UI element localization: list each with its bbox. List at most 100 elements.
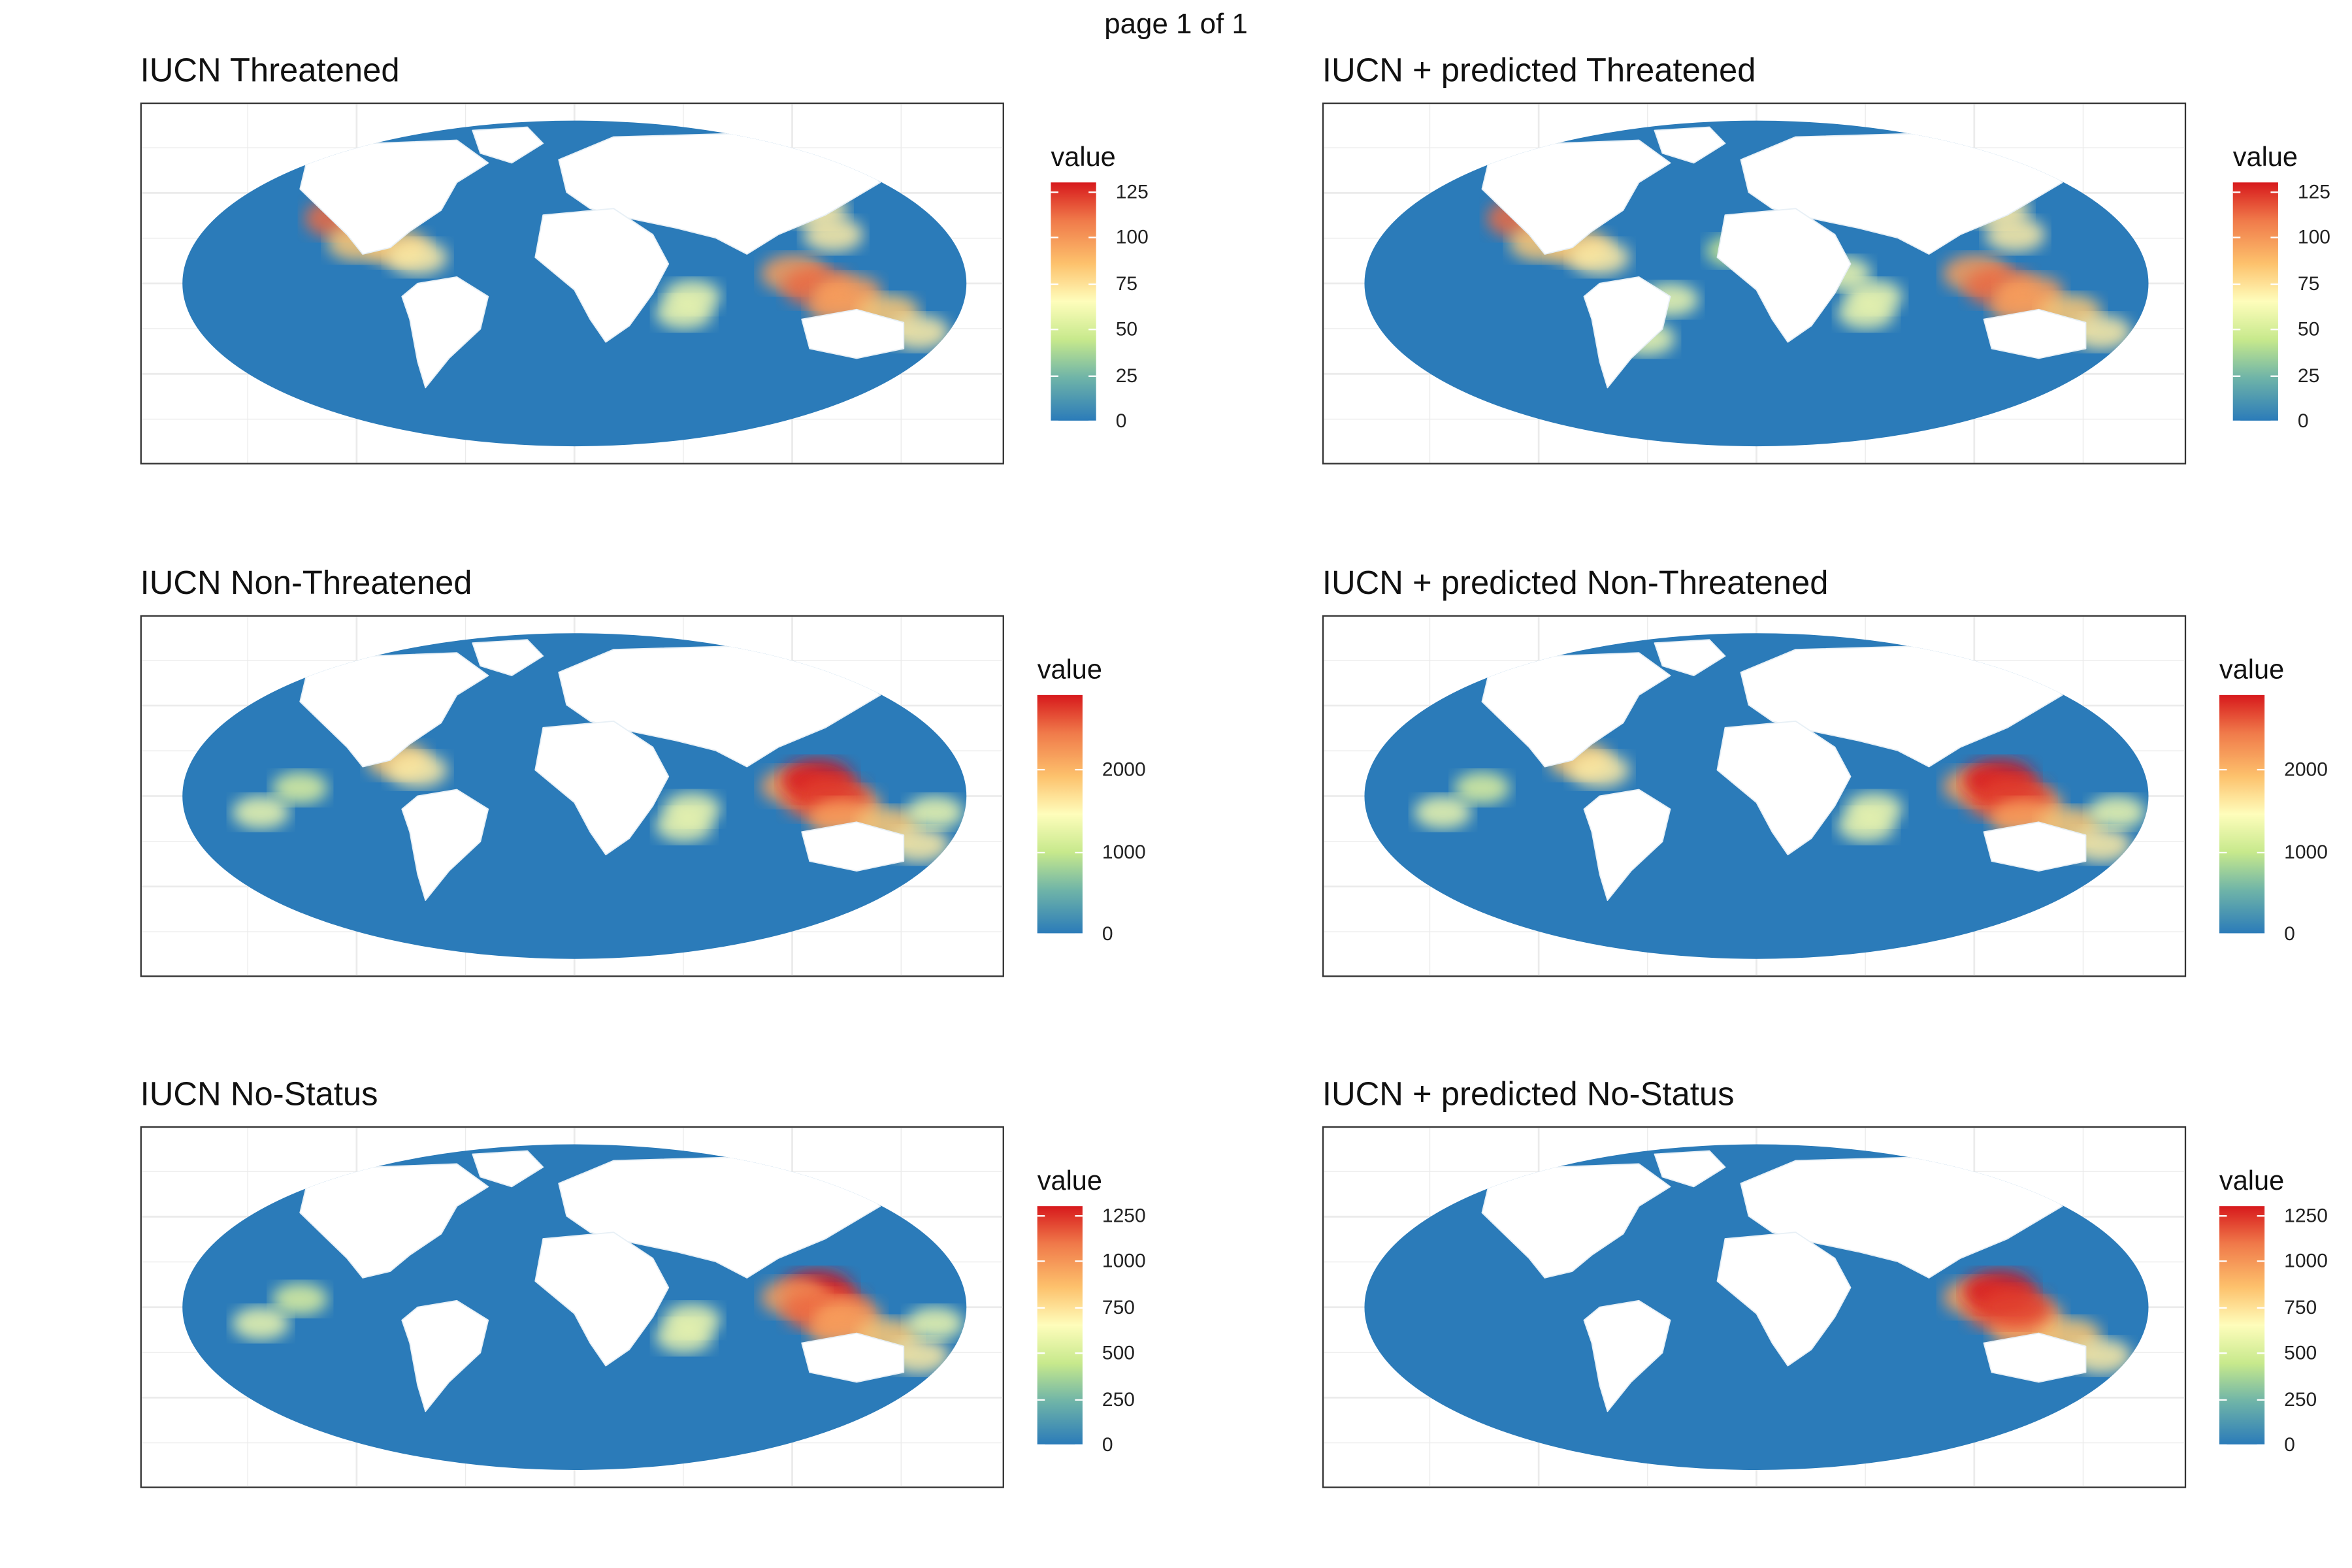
colorbar: [2219, 694, 2265, 934]
y-tick-mark: [1322, 284, 1324, 285]
colorbar: [2219, 1206, 2265, 1445]
legend-tick-mark: [1088, 283, 1096, 285]
landmass-north-america: [299, 139, 489, 255]
x-tick-mark: [1974, 1486, 1976, 1488]
x-tick-mark: [1974, 463, 1976, 464]
landmass-north-america: [1481, 1163, 1671, 1279]
panel-title: IUCN No-Status: [140, 1075, 378, 1113]
legend-tick-mark: [2257, 933, 2265, 935]
legend-tick-label: 750: [1102, 1296, 1135, 1318]
color-legend: value 1250 1000 750 500 250 0: [1037, 1165, 1146, 1456]
hotspot-pacific-islands: [906, 796, 964, 829]
legend-tick-label: 250: [1102, 1387, 1135, 1410]
legend-tick-mark: [2270, 191, 2278, 193]
legend-tick-mark: [2257, 1261, 2265, 1263]
y-tick-mark: [1322, 796, 1324, 797]
hotspot-pacific-islands: [272, 1282, 328, 1316]
panel-title: IUCN + predicted Non-Threatened: [1322, 564, 1829, 602]
y-tick-mark: [141, 796, 142, 798]
legend-tick-mark: [2232, 329, 2241, 331]
y-tick-mark: [1322, 887, 1324, 888]
landmass-south-america: [1583, 1299, 1671, 1413]
legend-tick-label: 25: [2297, 363, 2320, 387]
panel-title: IUCN + predicted No-Status: [1322, 1075, 1735, 1113]
x-tick-mark: [356, 975, 359, 976]
hotspot-coral-triangle: [1980, 1286, 2051, 1328]
landmass-australia: [801, 308, 905, 359]
color-legend: value 2000 1000 0: [2219, 655, 2328, 945]
x-tick-mark: [357, 1486, 358, 1488]
hotspot-caribbean: [1569, 752, 1630, 788]
legend-tick-label: 0: [2297, 409, 2309, 433]
hotspot-east-asia-coast: [1985, 217, 2046, 252]
color-legend: value 125 100 75 50 25 0: [1051, 142, 1149, 432]
landmass-africa: [1716, 208, 1852, 343]
x-tick-mark: [574, 463, 576, 464]
landmass-africa: [1716, 720, 1852, 856]
y-tick-mark: [141, 374, 142, 376]
map-plot-area: 5e+060e+00-5e+06-1e+070e+001e+07: [1322, 615, 2187, 977]
legend-tick-mark: [1051, 283, 1059, 285]
hotspot-madagascar: [663, 1303, 721, 1337]
legend-tick-label: 750: [2284, 1296, 2317, 1318]
richness-hotspots: [232, 742, 964, 863]
hotspot-caribbean: [387, 752, 448, 788]
legend-tick-mark: [2219, 1398, 2227, 1400]
map-svg: [1324, 104, 2185, 463]
y-tick-mark: [141, 886, 142, 889]
landmass-africa: [534, 720, 670, 856]
legend-tick-mark: [1037, 1352, 1045, 1354]
panel-title: IUCN Non-Threatened: [140, 564, 472, 602]
landmass-greenland: [1654, 126, 1726, 164]
legend-tick-mark: [1075, 768, 1083, 771]
y-tick-mark: [141, 1397, 142, 1399]
legend-title: value: [1037, 1165, 1103, 1196]
color-legend: value 2000 1000 0: [1037, 655, 1146, 945]
hotspot-madagascar: [663, 280, 721, 314]
map-panel: IUCN Non-Threatened 5e+060e+00-5e+06-1e+0…: [140, 564, 1241, 1046]
hotspot-pacific-islands: [906, 1307, 964, 1341]
legend-tick-mark: [2257, 851, 2265, 853]
legend-tick-mark: [1037, 1307, 1045, 1309]
color-legend: value 1250 1000 750 500 250 0: [2219, 1166, 2328, 1456]
legend-tick-mark: [2219, 851, 2227, 853]
map-plot-area: 5e+060e+00-5e+06-1e+070e+001e+07: [140, 1126, 1004, 1488]
legend-tick-label: 25: [1115, 363, 1138, 387]
y-tick-mark: [1322, 374, 1324, 375]
hotspot-pacific-islands: [272, 772, 328, 804]
legend-tick-mark: [1075, 851, 1083, 853]
legend-tick-mark: [1088, 191, 1096, 193]
legend-tick-label: 500: [2284, 1341, 2317, 1364]
x-tick-mark: [1539, 463, 1540, 464]
landmass-greenland: [472, 639, 544, 676]
hotspot-madagascar: [1845, 792, 1903, 826]
landmass-australia: [1983, 308, 2087, 359]
x-tick-mark: [1756, 463, 1757, 464]
x-tick-mark: [1756, 1486, 1757, 1488]
landmass-australia: [801, 821, 905, 872]
x-tick-mark: [574, 1486, 576, 1488]
map-panel: IUCN + predicted No-Status 5e+060e+00-5e+…: [1322, 1075, 2352, 1557]
legend-tick-mark: [2219, 933, 2227, 935]
x-tick-mark: [792, 1486, 794, 1488]
legend-tick-mark: [1037, 1398, 1045, 1400]
legend-tick-mark: [1088, 420, 1096, 423]
map-panel: IUCN Threatened 5e+060e+00-5e+06-1e+070e+…: [140, 51, 1241, 533]
legend-tick-mark: [1037, 1215, 1045, 1217]
legend-tick-mark: [2219, 1307, 2227, 1309]
map-plot-area: 5e+060e+00-5e+06-1e+070e+001e+07: [1322, 1126, 2187, 1488]
legend-tick-label: 1000: [1102, 1249, 1146, 1273]
y-tick-mark: [141, 283, 142, 286]
legend-tick-mark: [1075, 1307, 1083, 1309]
legend-tick-label: 1250: [2284, 1203, 2328, 1227]
color-legend: value 125 100 75 50 25 0: [2232, 141, 2330, 432]
colorbar: [1037, 694, 1083, 934]
landmass-australia: [1983, 821, 2087, 872]
landmass-greenland: [1654, 639, 1726, 676]
legend-tick-mark: [1088, 237, 1096, 239]
landmass-africa: [534, 208, 670, 343]
legend-tick-mark: [1051, 237, 1059, 239]
legend-tick-mark: [1088, 374, 1096, 377]
legend-title: value: [2232, 141, 2298, 172]
legend-tick-mark: [2257, 1352, 2265, 1354]
